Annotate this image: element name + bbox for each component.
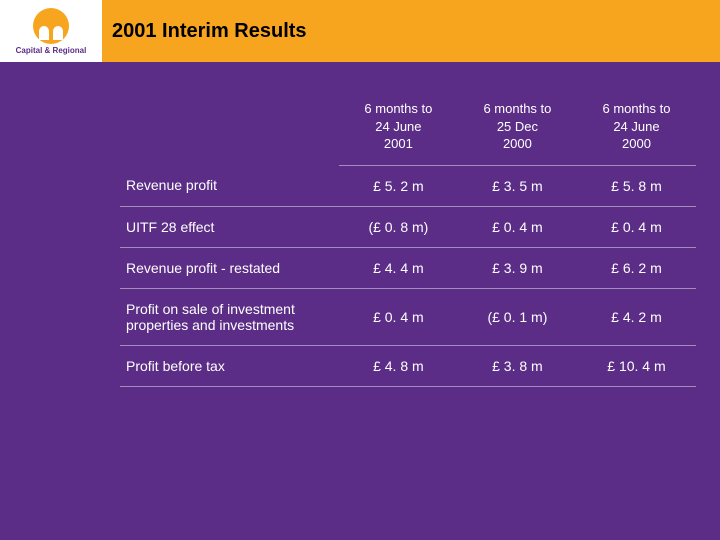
logo-text: Capital & Regional <box>16 46 87 55</box>
table-row: UITF 28 effect (£ 0. 8 m) £ 0. 4 m £ 0. … <box>120 206 696 247</box>
table-row: Revenue profit - restated £ 4. 4 m £ 3. … <box>120 247 696 288</box>
financial-table: 6 months to 24 June 2001 6 months to 25 … <box>120 88 696 387</box>
row-label: Profit before tax <box>120 345 339 386</box>
cell: £ 3. 9 m <box>458 247 577 288</box>
cell: (£ 0. 1 m) <box>458 288 577 345</box>
table-row: Profit on sale of investment properties … <box>120 288 696 345</box>
cell: £ 6. 2 m <box>577 247 696 288</box>
cell: £ 10. 4 m <box>577 345 696 386</box>
col-header: 6 months to 24 June 2000 <box>577 88 696 165</box>
slide: Capital & Regional 2001 Interim Results … <box>0 0 720 540</box>
row-label: Revenue profit - restated <box>120 247 339 288</box>
header-band: Capital & Regional 2001 Interim Results <box>0 0 720 62</box>
page-title: 2001 Interim Results <box>112 20 307 43</box>
cell: £ 3. 8 m <box>458 345 577 386</box>
logo: Capital & Regional <box>0 0 102 62</box>
body-area: 6 months to 24 June 2001 6 months to 25 … <box>102 62 720 540</box>
table-row: Revenue profit £ 5. 2 m £ 3. 5 m £ 5. 8 … <box>120 165 696 206</box>
left-strip <box>0 62 102 540</box>
cell: £ 4. 8 m <box>339 345 458 386</box>
cell: £ 5. 2 m <box>339 165 458 206</box>
col-header: 6 months to 24 June 2001 <box>339 88 458 165</box>
row-label: Profit on sale of investment properties … <box>120 288 339 345</box>
row-label: UITF 28 effect <box>120 206 339 247</box>
row-label: Revenue profit <box>120 165 339 206</box>
cell: £ 4. 4 m <box>339 247 458 288</box>
cell: (£ 0. 8 m) <box>339 206 458 247</box>
table-row: Profit before tax £ 4. 8 m £ 3. 8 m £ 10… <box>120 345 696 386</box>
cell: £ 4. 2 m <box>577 288 696 345</box>
cell: £ 5. 8 m <box>577 165 696 206</box>
logo-icon <box>33 8 69 44</box>
cell: £ 0. 4 m <box>458 206 577 247</box>
table-header-row: 6 months to 24 June 2001 6 months to 25 … <box>120 88 696 165</box>
cell: £ 0. 4 m <box>339 288 458 345</box>
cell: £ 3. 5 m <box>458 165 577 206</box>
cell: £ 0. 4 m <box>577 206 696 247</box>
col-header-blank <box>120 88 339 165</box>
col-header: 6 months to 25 Dec 2000 <box>458 88 577 165</box>
